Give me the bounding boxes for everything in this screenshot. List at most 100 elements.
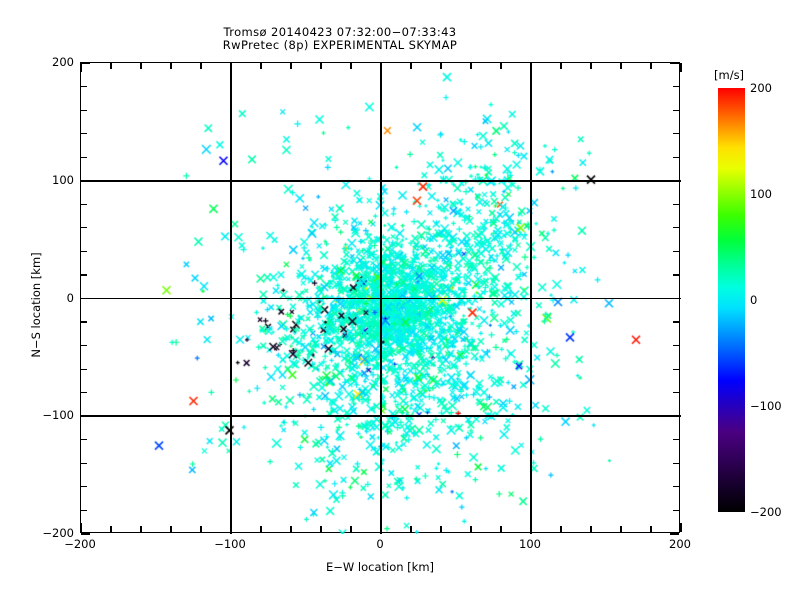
x-tick-mark [260,526,262,532]
y-tick-label: 0 [66,290,74,305]
x-tick-mark [170,526,172,532]
x-tick-label: 100 [519,537,541,551]
x-tick-mark [620,63,622,69]
y-tick-mark [673,203,679,205]
y-tick-mark [81,462,87,464]
x-tick-mark [350,526,352,532]
title-line-1: Tromsø 20140423 07:32:00−07:33:43 [223,25,457,39]
x-tick-mark [680,63,682,72]
y-tick-label: 200 [52,55,74,69]
colorbar-tick-label: −100 [750,399,782,413]
y-tick-mark [81,203,87,205]
y-tick-mark [81,274,87,276]
colorbar-tick-label: 200 [750,81,772,95]
y-tick-mark [673,227,679,229]
gridline-horizontal [81,179,681,182]
colorbar-tick-label: −200 [750,505,782,519]
y-tick-mark [673,439,679,441]
plot-frame [80,62,682,535]
y-tick-label: −100 [42,408,74,423]
y-axis-title: N−S location [km] [29,252,43,358]
x-tick-label: 200 [669,537,691,551]
x-tick-mark [410,63,412,69]
y-tick-mark [81,250,87,252]
y-tick-mark [673,392,679,394]
colorbar [718,88,745,512]
y-tick-mark [81,509,87,512]
x-tick-mark [410,526,412,532]
x-tick-mark [380,63,382,72]
y-tick-label: −200 [42,526,74,540]
x-tick-mark [590,63,592,69]
x-tick-mark [320,63,322,69]
x-tick-label: 0 [376,537,384,551]
y-tick-mark [673,509,679,512]
x-tick-mark [230,523,232,532]
plot-title: Tromsø 20140423 07:32:00−07:33:43 RwPret… [0,26,680,52]
x-tick-mark [650,63,652,69]
x-tick-mark [140,63,142,69]
y-tick-mark [81,227,87,229]
colorbar-unit-label: [m/s] [714,68,745,82]
x-tick-label: −100 [214,537,246,551]
x-tick-mark [350,63,352,69]
y-tick-mark [670,297,679,300]
y-tick-mark [673,133,679,135]
colorbar-tick-label: 0 [750,293,758,307]
x-tick-mark [110,63,112,69]
y-tick-mark [673,462,679,464]
x-tick-mark [590,526,592,532]
x-tick-mark [620,526,622,532]
x-tick-mark [200,526,202,532]
y-tick-mark [673,250,679,252]
y-tick-mark [670,415,679,417]
gridline-horizontal [81,297,681,300]
y-tick-mark [81,533,90,535]
y-tick-mark [81,133,87,135]
x-tick-mark [140,526,142,532]
x-tick-mark [560,63,562,69]
y-tick-mark [81,109,87,111]
y-tick-mark [81,62,90,64]
x-tick-mark [170,63,172,69]
y-tick-mark [673,486,679,488]
y-tick-mark [670,180,679,182]
y-tick-mark [81,345,87,347]
y-tick-mark [670,62,679,64]
x-tick-mark [200,63,202,69]
x-tick-mark [470,526,472,532]
y-tick-mark [673,156,679,158]
y-tick-mark [81,321,87,323]
y-tick-mark [81,415,90,417]
y-tick-mark [81,392,87,394]
x-tick-mark [500,63,502,69]
y-tick-mark [81,180,90,182]
x-tick-mark [80,523,82,532]
x-tick-mark [290,63,292,69]
x-tick-label: −200 [64,537,96,551]
y-tick-mark [673,274,679,276]
x-tick-mark [440,526,442,532]
y-tick-mark [81,85,87,88]
y-tick-label: 100 [52,172,74,187]
title-line-2: RwPretec (8p) EXPERIMENTAL SKYMAP [222,38,458,52]
y-tick-mark [81,486,87,488]
y-tick-mark [673,368,679,370]
x-tick-mark [440,63,442,69]
x-tick-mark [380,523,382,532]
x-tick-mark [500,526,502,532]
x-tick-mark [320,526,322,532]
y-tick-mark [670,533,679,535]
y-tick-mark [673,85,679,88]
colorbar-gradient [718,88,745,512]
y-tick-mark [673,345,679,347]
colorbar-tick-label: 100 [750,187,772,201]
y-tick-mark [673,109,679,111]
x-tick-mark [290,526,292,532]
gridline-horizontal [81,415,681,418]
x-tick-mark [530,63,532,72]
x-tick-mark [680,523,682,532]
y-tick-mark [81,439,87,441]
x-tick-mark [230,63,232,72]
x-tick-mark [260,63,262,69]
